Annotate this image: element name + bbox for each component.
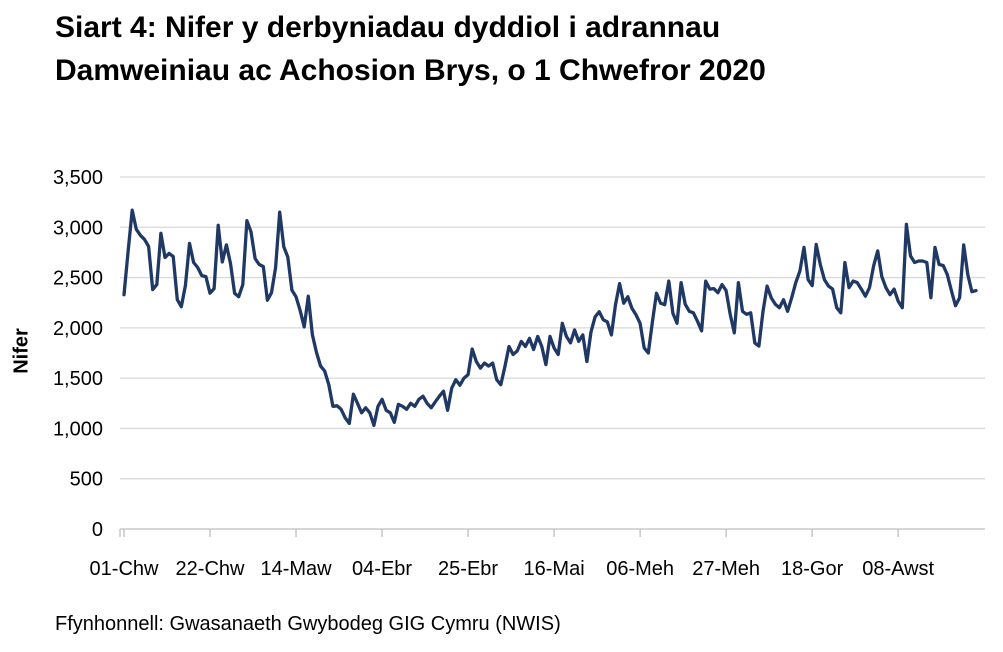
chart-title-line2: Damweiniau ac Achosion Brys, o 1 Chwefro… bbox=[55, 54, 766, 87]
x-tick-label: 14-Maw bbox=[260, 558, 332, 580]
x-tick-label: 16-Mai bbox=[524, 558, 585, 580]
x-tick-label: 06-Meh bbox=[606, 558, 674, 580]
y-tick-label: 0 bbox=[92, 519, 103, 541]
series-line bbox=[122, 208, 978, 428]
y-tick-label: 2,000 bbox=[53, 318, 103, 340]
x-tick-label: 27-Meh bbox=[692, 558, 760, 580]
y-tick-label: 500 bbox=[70, 469, 103, 491]
x-tick-label: 04-Ebr bbox=[352, 558, 412, 580]
y-tick-label: 1,000 bbox=[53, 418, 103, 440]
x-tick-label: 01-Chw bbox=[90, 558, 159, 580]
x-tick-label: 25-Ebr bbox=[438, 558, 498, 580]
chart-title: Siart 4: Nifer y derbyniadau dyddiol i a… bbox=[55, 6, 766, 92]
y-tick-label: 1,500 bbox=[53, 368, 103, 390]
x-tick-label: 08-Awst bbox=[862, 558, 934, 580]
y-tick-label: 3,000 bbox=[53, 217, 103, 239]
y-tick-label: 2,500 bbox=[53, 268, 103, 290]
source-note: Ffynhonnell: Gwasanaeth Gwybodeg GIG Cym… bbox=[55, 613, 561, 635]
x-tick-label: 18-Gor bbox=[781, 558, 844, 580]
y-tick-label: 3,500 bbox=[53, 167, 103, 189]
chart-title-line1: Siart 4: Nifer y derbyniadau dyddiol i a… bbox=[55, 11, 721, 44]
x-tick-label: 22-Chw bbox=[176, 558, 245, 580]
